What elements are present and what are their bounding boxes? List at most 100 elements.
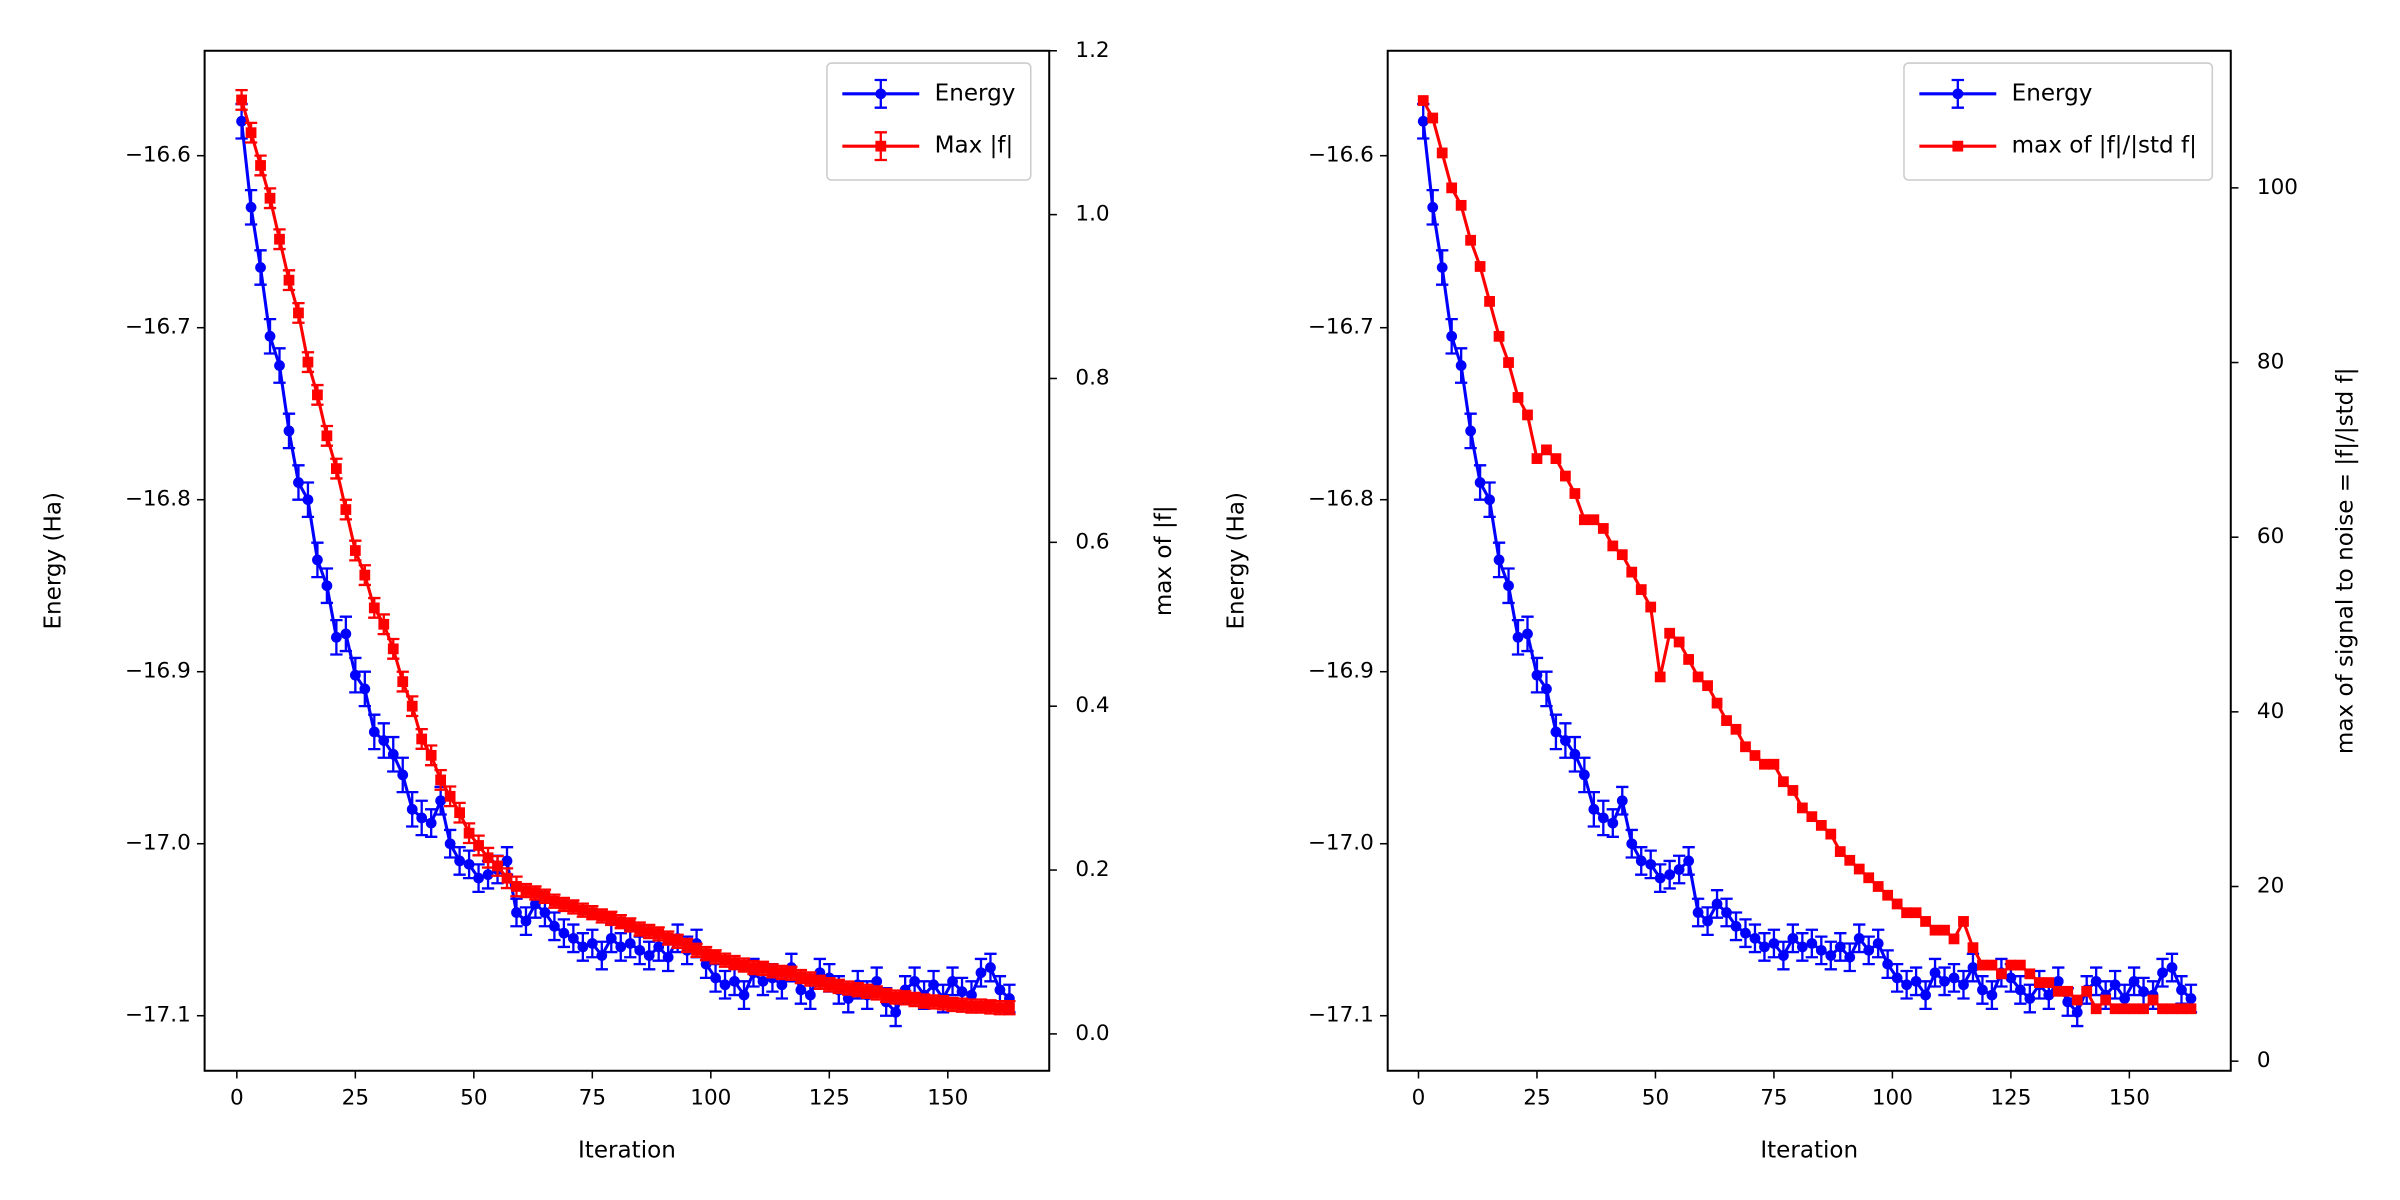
marker	[1417, 115, 1429, 127]
marker	[1531, 453, 1543, 464]
y-tick-label: −16.7	[1308, 315, 1374, 340]
marker	[492, 860, 503, 872]
legend: Energy max of |f|/|std f|	[1903, 62, 2214, 181]
marker	[1616, 795, 1628, 807]
marker	[1692, 671, 1704, 683]
marker	[416, 733, 428, 745]
legend-marker	[875, 140, 887, 152]
marker	[804, 973, 816, 985]
marker	[1569, 488, 1581, 499]
marker	[454, 807, 465, 819]
marker	[577, 904, 589, 916]
marker	[719, 979, 731, 991]
marker	[2166, 962, 2178, 973]
marker	[1806, 938, 1818, 949]
marker	[672, 935, 684, 947]
marker	[539, 890, 551, 902]
marker	[1740, 741, 1751, 753]
y2-tick-label: 0	[2257, 1048, 2271, 1073]
y2-tick-label: 100	[2257, 175, 2298, 200]
marker	[615, 941, 627, 953]
marker	[1560, 735, 1571, 746]
series-line	[1421, 121, 2192, 1016]
marker	[2052, 975, 2064, 987]
marker	[596, 910, 608, 922]
marker	[435, 774, 447, 786]
marker	[1872, 938, 1884, 949]
marker	[2014, 984, 2026, 996]
marker	[2090, 1003, 2102, 1015]
marker	[1815, 944, 1827, 956]
marker	[852, 984, 864, 996]
marker	[274, 360, 285, 371]
marker	[1768, 938, 1780, 949]
x-tick-label: 50	[1642, 1085, 1669, 1110]
marker	[928, 996, 939, 1008]
marker	[1474, 477, 1486, 488]
marker	[2176, 984, 2187, 996]
marker	[643, 950, 655, 961]
y2-axis-label: max of |f|	[1151, 505, 1177, 616]
y-tick-label: −16.9	[125, 659, 191, 684]
marker	[1635, 855, 1647, 867]
marker	[1569, 748, 1581, 760]
marker	[2176, 1003, 2187, 1015]
marker	[1749, 750, 1761, 761]
x-tick-label: 0	[230, 1085, 244, 1110]
marker	[1759, 941, 1770, 953]
marker	[890, 991, 902, 1003]
marker	[909, 975, 921, 987]
marker	[274, 233, 285, 245]
marker	[624, 938, 636, 949]
marker	[1711, 898, 1723, 910]
y-tick-label: −17.1	[1308, 1003, 1374, 1028]
marker	[387, 643, 399, 655]
y-tick-label: −17.0	[1308, 831, 1374, 856]
marker	[1711, 697, 1723, 709]
marker	[435, 795, 447, 807]
marker	[416, 812, 428, 824]
marker	[255, 262, 266, 273]
marker	[1484, 494, 1495, 506]
marker	[321, 430, 333, 442]
y-tick-label: −17.0	[125, 831, 191, 856]
marker	[539, 907, 551, 918]
marker	[1512, 392, 1524, 403]
marker	[2185, 1003, 2197, 1015]
marker	[397, 676, 409, 687]
marker	[2005, 959, 2017, 971]
marker	[283, 274, 295, 286]
marker	[2138, 986, 2149, 998]
marker	[1834, 941, 1846, 953]
marker	[330, 631, 342, 643]
marker	[302, 356, 314, 368]
marker	[1427, 112, 1439, 124]
marker	[1778, 950, 1789, 961]
marker	[1654, 872, 1666, 884]
marker	[2100, 994, 2112, 1006]
legend-marker	[1952, 140, 1964, 152]
marker	[245, 201, 257, 213]
marker	[1967, 942, 1979, 954]
marker	[1474, 261, 1486, 272]
marker	[662, 932, 674, 944]
marker	[1484, 296, 1495, 307]
marker	[1635, 584, 1647, 595]
marker	[1986, 989, 1998, 1001]
marker	[975, 967, 987, 979]
marker	[473, 840, 484, 851]
marker	[293, 307, 304, 319]
marker	[842, 993, 854, 1004]
marker	[511, 881, 522, 892]
x-tick-label: 100	[1872, 1085, 1913, 1110]
marker	[643, 926, 655, 937]
marker	[245, 127, 257, 139]
marker	[1446, 182, 1458, 194]
marker	[1626, 566, 1638, 578]
marker	[1910, 975, 1922, 987]
legend: Energy Max |f|	[826, 62, 1032, 181]
marker	[1455, 199, 1467, 211]
marker	[378, 618, 390, 630]
plot-frame	[1386, 49, 2232, 1072]
